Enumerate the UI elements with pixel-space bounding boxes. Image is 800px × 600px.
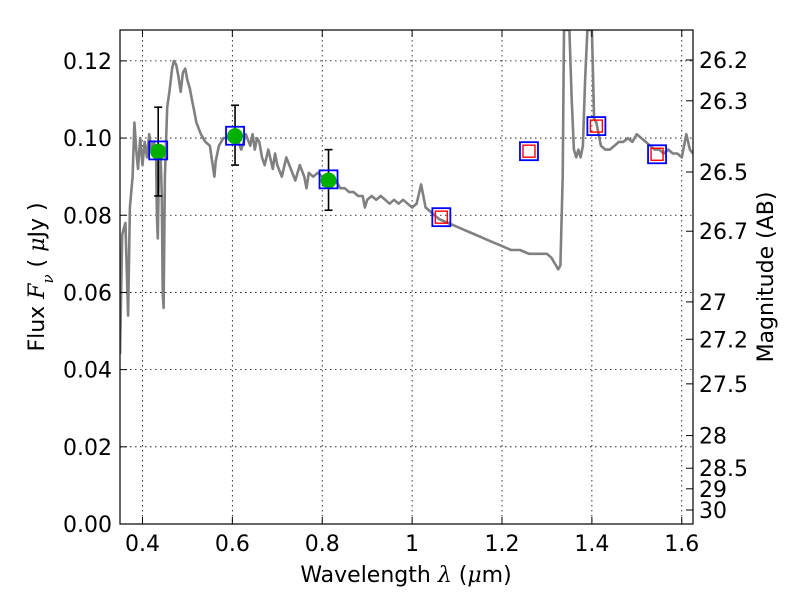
- y2-tick-label: 26.7: [699, 220, 748, 245]
- y2-tick-label: 26.3: [699, 90, 748, 115]
- x-tick-label: 0.8: [305, 532, 340, 557]
- model-red-square-marker: [589, 119, 604, 133]
- sed-model-curve-layer: [120, 30, 693, 355]
- x-tick-label: 1: [405, 532, 419, 557]
- grid: [120, 30, 693, 525]
- observed-flux-point: [320, 172, 337, 189]
- y-tick-label: 0.06: [63, 281, 112, 306]
- x-tick-label: 1.2: [485, 532, 520, 557]
- y2-tick-label: 26.5: [699, 161, 748, 186]
- y-tick-label: 0.12: [63, 50, 112, 75]
- model-blue-square-marker: [225, 125, 245, 146]
- y2-tick-label: 29: [699, 478, 727, 503]
- model-red-square-marker: [650, 147, 664, 161]
- model-blue-square-marker: [647, 144, 667, 165]
- sed-model-curve: [120, 30, 693, 355]
- model-blue-square-marker: [519, 141, 539, 162]
- x-tick-label: 0.4: [125, 532, 160, 557]
- y2-tick-label: 28: [699, 425, 727, 450]
- y2-axis-label: Magnitude (AB): [754, 192, 779, 363]
- y2-tick-label: 30: [699, 499, 727, 524]
- y2-tick-label: 26.2: [699, 49, 748, 74]
- model-blue-square-marker: [148, 140, 169, 161]
- x-tick-label: 0.6: [215, 532, 250, 557]
- y2-tick-label: 27.5: [699, 373, 748, 398]
- y-tick-label: 0.02: [63, 436, 112, 461]
- observed-flux-point: [150, 143, 167, 160]
- x-tick-label: 1.6: [664, 532, 699, 557]
- y-tick-label: 0.00: [63, 513, 112, 538]
- model-red-square-marker: [434, 210, 449, 224]
- axis-ticks: 0.4 0.6 0.8 1 1.2 1.4 1.6 0.00 0.02 0.04 0.06 0.08 0…: [63, 30, 748, 557]
- x-axis-label: Wavelength λ (μm): [300, 563, 511, 588]
- model-blue-square-marker: [586, 116, 607, 136]
- x-tick-label: 1.4: [574, 532, 609, 557]
- plot-frame: [119, 29, 694, 525]
- y2-tick-label: 27.2: [699, 328, 748, 353]
- model-blue-square-marker: [318, 169, 339, 190]
- model-red-square-marker: [522, 144, 536, 158]
- photometry-marker-layer: [148, 104, 667, 228]
- y2-tick-label: 28.5: [699, 457, 748, 482]
- y2-tick-label: 27: [699, 291, 727, 316]
- model-blue-square-marker: [431, 207, 452, 228]
- observed-flux-point: [227, 128, 244, 145]
- y-tick-label: 0.04: [63, 359, 112, 384]
- y-tick-label: 0.08: [63, 204, 112, 229]
- y-tick-label: 0.10: [63, 127, 112, 152]
- y-axis-label: Flux Fν ( μJy ): [25, 202, 57, 351]
